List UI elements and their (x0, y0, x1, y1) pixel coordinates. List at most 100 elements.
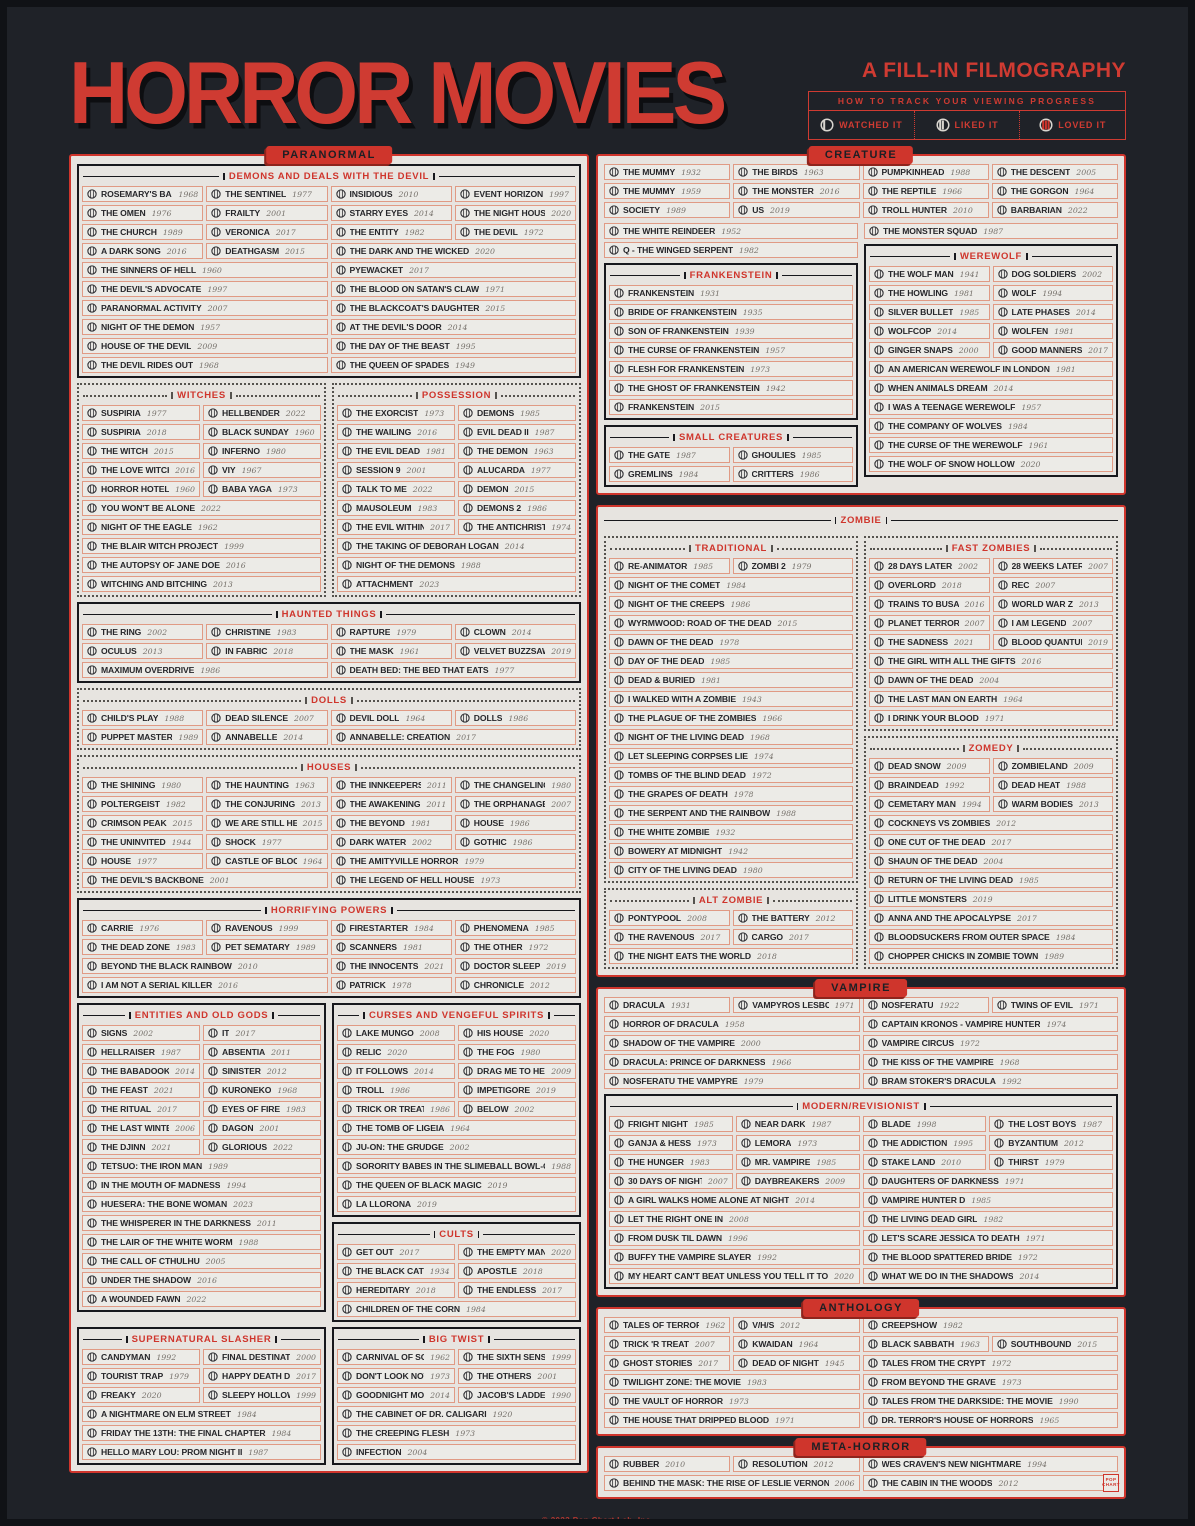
section-title: HOUSES (83, 760, 576, 775)
movie-title: THE CURSE OF THE WEREWOLF (888, 440, 1023, 450)
movie-entry: DAWN OF THE DEAD 2004 (869, 672, 1113, 688)
movie-entry: DRAG ME TO HELL2009 (458, 1063, 577, 1079)
movie-entry: NIGHT OF THE COMET 1984 (609, 577, 854, 593)
movie-entry: THE LEGEND OF HELL HOUSE 1973 (330, 872, 577, 888)
progress-tracker-icon (87, 799, 97, 809)
movie-year: 1997 (207, 284, 228, 294)
movie-year: 2012 (780, 1320, 801, 1330)
movie-year: 1961 (1028, 440, 1049, 450)
movie-title: THE CALL OF CTHULHU (101, 1256, 200, 1266)
movie-entry: THE ENDLESS 2017 (458, 1282, 577, 1298)
movie-title: THE ENTITY (349, 227, 399, 237)
movie-entry: AN AMERICAN WEREWOLF IN LONDON 1981 (869, 361, 1113, 377)
progress-tracker-icon (874, 561, 884, 571)
movie-entry: STARRY EYES 2014 (330, 205, 452, 221)
movie-entry: WARM BODIES 2013 (992, 796, 1113, 812)
header-rule (1031, 256, 1113, 257)
movie-entry: BLACK SABBATH 1963 (862, 1336, 989, 1352)
progress-tracker-icon (609, 186, 619, 196)
movie-grid: THE GATE 1987 GHOULIES 1985 GREMLINS 1984 C… (609, 447, 854, 482)
popchart-logo: POP CHART (1102, 1474, 1119, 1492)
movie-year: 2021 (151, 1142, 172, 1152)
movie-title: THE BLOOD ON SATAN'S CLAW (349, 284, 480, 294)
header-rule (360, 766, 576, 769)
progress-tracker-icon (87, 665, 97, 675)
movie-year: 1983 (276, 627, 297, 637)
progress-tracker-icon (87, 942, 97, 952)
movie-year: 2005 (205, 1256, 226, 1266)
header-rule-tick (391, 907, 393, 914)
movie-title: THE SENTINEL (225, 189, 287, 199)
progress-tracker-icon (614, 364, 624, 374)
movie-year: 1972 (991, 1358, 1012, 1368)
movie-title: WITCHING AND BITCHING (101, 579, 207, 589)
header-rule-tick (223, 173, 225, 180)
movie-year: 1971 (1004, 1176, 1025, 1186)
movie-title: DAUGHTERS OF DARKNESS (881, 1176, 999, 1186)
progress-tracker-icon (609, 245, 619, 255)
progress-tracker-icon (87, 1028, 97, 1038)
movie-entry: MR. VAMPIRE 1985 (735, 1154, 860, 1170)
progress-tracker-icon (867, 1119, 878, 1129)
section-label: FAST ZOMBIES (951, 543, 1031, 554)
progress-tracker-icon (335, 189, 346, 199)
movie-entry: REC 2007 (992, 577, 1113, 593)
movie-year: 2006 (175, 1123, 195, 1133)
progress-tracker-icon (342, 1066, 352, 1076)
movie-entry: SOCIETY 1989 (604, 202, 731, 218)
header-rule (870, 547, 943, 550)
movie-year: 1984 (413, 923, 434, 933)
progress-tracker-icon (335, 303, 346, 313)
movie-title: RETURN OF THE LIVING DEAD (888, 875, 1013, 885)
movie-year: 1989 (162, 227, 183, 237)
movie-entry: SOUTHBOUND 2015 (991, 1336, 1118, 1352)
movie-entry: SILVER BULLET 1985 (869, 304, 990, 320)
header-rule-tick (776, 272, 779, 279)
progress-tracker-icon (737, 469, 748, 479)
movie-title: SHAUN OF THE DEAD (888, 856, 978, 866)
movie-title: FLESH FOR FRANKENSTEIN (628, 364, 745, 374)
progress-tracker-icon (463, 446, 473, 456)
movie-year: 1986 (799, 469, 820, 479)
movie-entry: THE AWAKENING 2011 (330, 796, 452, 812)
movie-title: THE NIGHT HOUSE (473, 208, 546, 218)
movie-entry: THE NIGHT EATS THE WORLD 2018 (609, 948, 854, 964)
movie-entry: VIY 1967 (203, 462, 322, 478)
movie-entry: FREAKY 2020 (82, 1387, 200, 1403)
progress-tracker-icon (614, 1271, 624, 1281)
movie-entry: THE EXORCIST 1973 (337, 405, 456, 421)
section-stack: SUPERNATURAL SLASHER CANDYMAN 1992 FINAL … (77, 1327, 327, 1465)
movie-entry: THE CURSE OF FRANKENSTEIN 1957 (609, 342, 854, 358)
progress-tracker-icon (87, 522, 97, 532)
movie-entry: THE VAULT OF HORROR 1973 (604, 1393, 860, 1409)
progress-tracker-icon (342, 1447, 352, 1457)
movie-entry: ZOMBIELAND 2009 (992, 758, 1113, 774)
movie-year: 2019 (417, 1199, 437, 1209)
movie-entry: DRACULA: PRINCE OF DARKNESS 1966 (604, 1054, 860, 1070)
header-rule (929, 1106, 1113, 1107)
movie-year: 2017 (409, 265, 429, 275)
progress-tracker-icon (87, 1104, 97, 1114)
movie-year: 2013 (301, 799, 321, 809)
progress-tracker-icon (997, 761, 1008, 771)
progress-tracker-icon (460, 713, 470, 723)
progress-tracker-icon (935, 118, 950, 132)
movie-entry: PONTYPOOL 2008 (609, 910, 730, 926)
movie-title: THE OTHERS (477, 1371, 532, 1381)
movie-entry: THE WITCH 2015 (82, 443, 200, 459)
section-title: ZOMEDY (870, 741, 1113, 756)
header-rule (483, 1234, 576, 1235)
movie-year: 2007 (1072, 618, 1093, 628)
movie-entry: THE RITUAL 2017 (82, 1101, 200, 1117)
movie-year: 1939 (734, 326, 755, 336)
movie-title: OCULUS (101, 646, 137, 656)
movie-year: 1995 (953, 1138, 974, 1148)
progress-tracker-icon (609, 1000, 619, 1010)
movie-year: 1990 (551, 1390, 572, 1400)
movie-year: 1984 (1007, 421, 1028, 431)
movie-year: 1979 (396, 627, 417, 637)
movie-title: BUFFY THE VAMPIRE SLAYER (628, 1252, 752, 1262)
movie-entry: NIGHT OF THE EAGLE 1962 (82, 519, 322, 535)
progress-tracker-icon (997, 637, 1008, 647)
movie-year: 1974 (1046, 1019, 1067, 1029)
